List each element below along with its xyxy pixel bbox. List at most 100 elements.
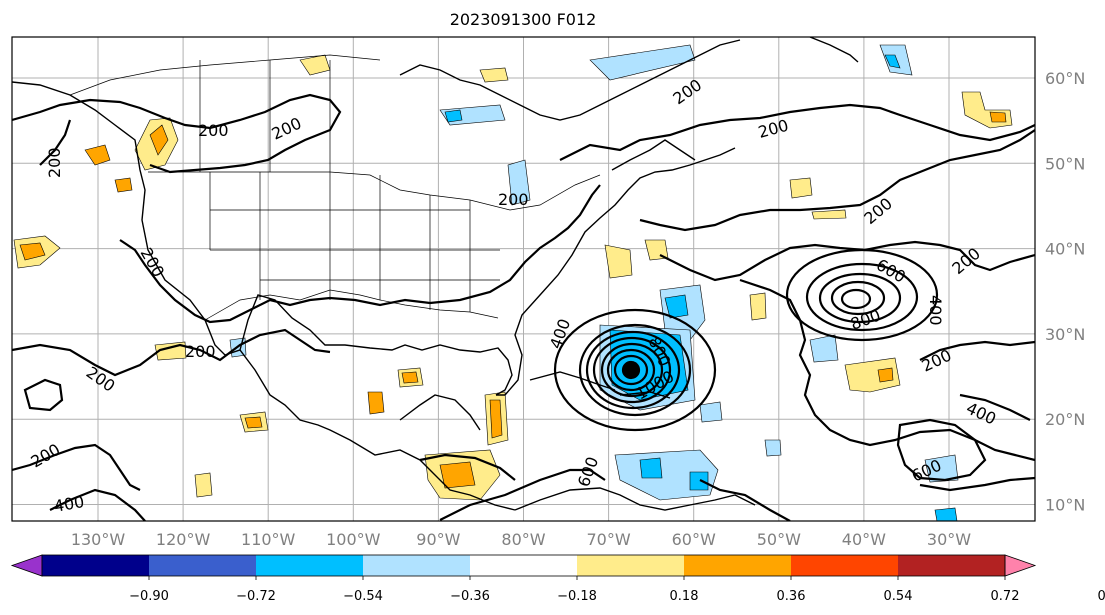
greenland-coast xyxy=(809,37,859,63)
longitude-label: 70°W xyxy=(587,530,631,549)
longitude-label: 90°W xyxy=(416,530,460,549)
colorbar-segment xyxy=(577,555,684,576)
contour-200 xyxy=(699,479,791,521)
us-canada-border xyxy=(148,171,601,211)
shade-patch xyxy=(844,357,901,393)
contour-ring xyxy=(613,354,649,386)
shade-patch xyxy=(244,416,263,429)
shade-patch xyxy=(989,111,1007,123)
shade-patch xyxy=(444,109,463,123)
contour-closed xyxy=(896,418,987,482)
colorbar-segment xyxy=(42,555,149,576)
colorbar-tick-label: −0.54 xyxy=(343,589,383,604)
hudson-labrador-coast xyxy=(399,39,741,121)
political-borders xyxy=(69,54,601,321)
contour-200 xyxy=(119,184,601,324)
longitude-label: 60°W xyxy=(672,530,716,549)
longitude-label: 100°W xyxy=(326,530,381,549)
colorbar-segment xyxy=(363,555,470,576)
contour-200 xyxy=(12,328,331,377)
gulf-st-lawrence xyxy=(611,139,696,171)
colorbar-tick-label: 0.72 xyxy=(991,589,1020,604)
colorbar-segment xyxy=(149,555,256,576)
colorbar-tick-label: 0.90 xyxy=(1098,589,1105,604)
latitude-label: 40°N xyxy=(1045,240,1085,259)
contour-ring xyxy=(585,330,681,410)
shade-patch xyxy=(194,472,213,498)
colorbar-tick-label: 0.54 xyxy=(884,589,913,604)
latitude-label: 20°N xyxy=(1045,410,1085,429)
shade-patch xyxy=(479,67,509,83)
longitude-label: 80°W xyxy=(501,530,545,549)
contour-200 xyxy=(419,453,516,481)
contour-ring xyxy=(606,348,656,392)
contour-label: 200 xyxy=(185,342,216,361)
contour-ring xyxy=(818,272,902,324)
shade-patch xyxy=(664,294,689,319)
shade-patch xyxy=(439,461,476,489)
colorbar-segment xyxy=(684,555,791,576)
colorbar-tick-label: 0.18 xyxy=(670,589,699,604)
contour-200 xyxy=(639,129,1035,232)
contour-200 xyxy=(439,468,606,521)
shade-patch xyxy=(19,242,46,261)
shade-patch xyxy=(811,209,847,220)
atlantic-coast xyxy=(496,147,736,396)
contour-label: 200 xyxy=(198,121,229,140)
coastlines xyxy=(12,37,859,511)
shade-patch xyxy=(604,244,633,279)
longitude-labels: 130°W 120°W 110°W 100°W 90°W 80°W 70°W 60°W 50°W… xyxy=(71,530,971,549)
contour-200 xyxy=(12,443,141,491)
shade-patch xyxy=(367,391,385,415)
shade-patch xyxy=(789,177,813,199)
colorbar-tick-label: −0.36 xyxy=(450,589,490,604)
shade-patch xyxy=(489,399,503,439)
contour-ring xyxy=(830,280,886,316)
south-america-coast xyxy=(514,487,756,511)
shade-patch xyxy=(689,471,709,491)
shade-patch xyxy=(934,507,958,521)
contour-ring xyxy=(785,248,939,342)
shade-patch xyxy=(149,124,169,156)
contour-200 xyxy=(919,340,1035,361)
longitude-label: 40°W xyxy=(842,530,886,549)
contour-ring xyxy=(805,262,919,332)
latitude-labels: 60°N 50°N 40°N 30°N 20°N 10°N xyxy=(1045,69,1085,515)
contour-ring xyxy=(553,308,717,432)
colorbar-extend-low xyxy=(10,554,43,577)
shade-patch xyxy=(884,54,901,69)
longitude-label: 30°W xyxy=(927,530,971,549)
colorbar: −0.90 −0.72 −0.54 −0.36 −0.18 0.18 0.36 0.54 0.7… xyxy=(10,554,1105,604)
contour-closed xyxy=(23,378,64,412)
state-lines xyxy=(209,172,500,312)
latitude-label: 60°N xyxy=(1045,69,1085,88)
contour-200 xyxy=(12,93,342,174)
longitude-label: 130°W xyxy=(71,530,126,549)
colorbar-tick-label: −0.90 xyxy=(129,589,169,604)
contour-ring xyxy=(600,342,664,398)
province-lines xyxy=(199,60,331,172)
shade-patch xyxy=(114,177,133,193)
shade-patch xyxy=(809,334,839,363)
contour-200 xyxy=(919,476,1035,492)
contour-200 xyxy=(39,119,72,166)
latitude-label: 50°N xyxy=(1045,154,1085,173)
shade-patch xyxy=(924,454,959,483)
contour-ring xyxy=(578,323,692,417)
colorbar-border xyxy=(41,554,1006,577)
shade-patch xyxy=(749,292,767,321)
colorbar-tick-label: −0.72 xyxy=(236,589,276,604)
colorbar-tick-label: −0.18 xyxy=(557,589,597,604)
shade-patch xyxy=(639,457,663,479)
contour-400 xyxy=(49,488,146,521)
colorbar-tick-label: 0.36 xyxy=(777,589,806,604)
shade-patch xyxy=(84,144,111,166)
contour-label: 400 xyxy=(926,295,945,326)
map-title: 2023091300 F012 xyxy=(449,10,597,29)
contour-ring xyxy=(592,336,672,404)
longitude-label: 110°W xyxy=(241,530,296,549)
colorbar-extend-high xyxy=(1004,554,1037,577)
shade-patch xyxy=(507,159,531,206)
latitude-label: 30°N xyxy=(1045,325,1085,344)
